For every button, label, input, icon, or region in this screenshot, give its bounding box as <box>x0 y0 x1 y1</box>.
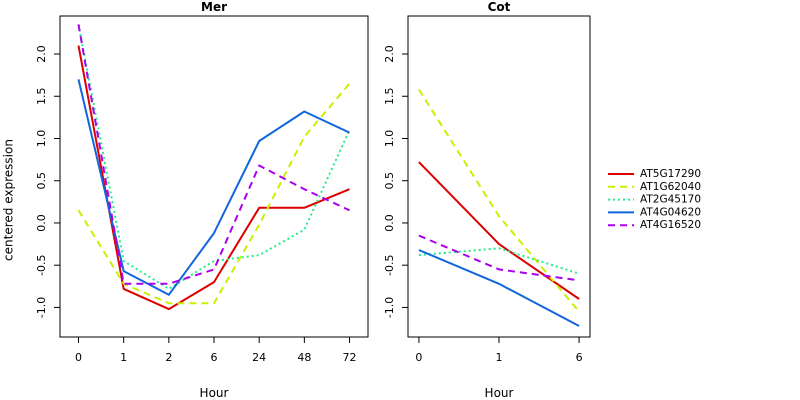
panel-title: Cot <box>488 0 511 14</box>
legend-entry: AT4G16520 <box>608 219 701 231</box>
x-tick-label: 72 <box>343 351 357 364</box>
panel-cot: Cot 0 1 6 Hour -1.0 -0.5 0.0 0.5 1.0 1.5 2.0 <box>383 0 591 400</box>
x-axis-label: Hour <box>200 386 229 400</box>
x-tick-label: 6 <box>576 351 583 364</box>
y-tick-label: -1.0 <box>383 297 396 318</box>
y-tick-label: 0.0 <box>35 214 48 232</box>
legend-entry: AT2G45170 <box>608 194 701 206</box>
y-tick-label: -0.5 <box>383 254 396 275</box>
x-tick-label: 24 <box>252 351 266 364</box>
legend-entry: AT4G04620 <box>608 206 701 218</box>
series-line-at4g04620 <box>77 79 350 296</box>
series-line-at1g62040 <box>77 82 351 305</box>
y-tick-label: 2.0 <box>383 45 396 63</box>
y-tick-label: 1.0 <box>383 130 396 148</box>
plot-frame <box>59 15 369 338</box>
legend-label: AT1G62040 <box>640 181 701 193</box>
panel-title: Mer <box>201 0 227 14</box>
series-line-at4g16520 <box>77 24 350 285</box>
legend-entry: AT1G62040 <box>608 181 701 193</box>
y-tick-label: 1.0 <box>35 130 48 148</box>
x-axis-label: Hour <box>485 386 514 400</box>
series-line-at5g17290 <box>418 161 580 300</box>
series-line-at4g04620 <box>418 249 580 327</box>
legend-label: AT4G16520 <box>640 219 701 231</box>
y-tick-label: 0.0 <box>383 214 396 232</box>
legend: AT5G17290AT1G62040AT2G45170AT4G04620AT4G… <box>608 168 701 231</box>
series-line-at5g17290 <box>77 45 350 311</box>
y-tick-label: 0.5 <box>383 172 396 190</box>
series-line-at1g62040 <box>418 88 580 313</box>
legend-label: AT4G04620 <box>640 206 701 218</box>
x-tick-label: 48 <box>297 351 311 364</box>
panels: Mer 0 1 2 6 24 48 72 Hour -1.0 -0.5 0.0 0.5 1.0 1.5 2.0… <box>35 0 591 400</box>
y-tick-label: 1.5 <box>383 88 396 106</box>
y-tick-label: -0.5 <box>35 254 48 275</box>
x-tick-label: 0 <box>75 351 82 364</box>
x-tick-label: 0 <box>415 351 422 364</box>
x-tick-label: 1 <box>496 351 503 364</box>
y-axis-label: centered expression <box>2 139 16 261</box>
legend-label: AT5G17290 <box>640 168 701 180</box>
y-tick-label: -1.0 <box>35 297 48 318</box>
series-line-at2g45170 <box>418 247 580 275</box>
x-tick-label: 2 <box>165 351 172 364</box>
series-line-at2g45170 <box>77 24 351 290</box>
panel-mer: Mer 0 1 2 6 24 48 72 Hour -1.0 -0.5 0.0 0.5 1.0 1.5 2.0 <box>35 0 369 400</box>
y-tick-label: 0.5 <box>35 172 48 190</box>
x-tick-label: 6 <box>211 351 218 364</box>
legend-label: AT2G45170 <box>640 194 701 206</box>
x-tick-label: 1 <box>120 351 127 364</box>
y-tick-label: 1.5 <box>35 88 48 106</box>
series-line-at4g16520 <box>418 234 580 282</box>
legend-entry: AT5G17290 <box>608 168 701 180</box>
y-tick-label: 2.0 <box>35 45 48 63</box>
